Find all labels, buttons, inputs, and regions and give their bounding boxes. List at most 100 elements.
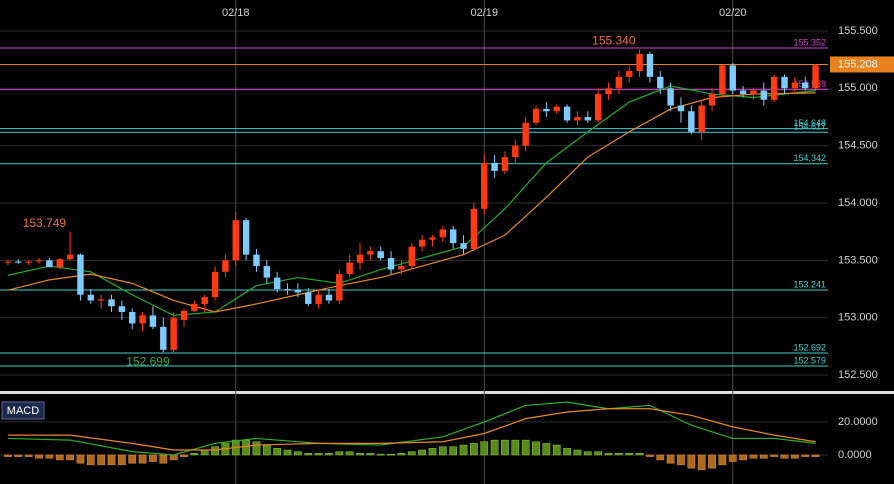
x-tick-label: 02/18 [222,7,250,19]
candle-body [367,251,374,255]
candle-body [222,260,229,272]
histogram-bar [76,454,85,464]
candle-body [139,315,146,324]
histogram-bar [459,444,468,456]
histogram-bar [532,441,540,456]
x-tick-label: 02/20 [719,7,747,19]
histogram-bar [656,454,665,461]
histogram-bar [677,454,685,466]
candle-body [398,266,405,270]
histogram-bar [252,441,261,456]
candle-body [812,65,819,89]
level-label: 154.989 [793,79,826,89]
candle-body [625,71,633,77]
histogram-bar [718,454,727,466]
histogram-bar [428,448,437,456]
annotation: 155.340 [592,33,636,47]
candle-body [191,303,198,311]
candle-body [770,76,778,100]
level-label: 155.352 [793,37,826,47]
histogram-bar [200,449,209,456]
candle-body [460,243,467,249]
candle-body [677,105,685,112]
candle-body [429,237,436,240]
histogram-bar [14,454,23,457]
candle-body [97,299,105,301]
histogram-bar [604,453,613,456]
candle-body [180,310,188,320]
histogram-bar [542,443,551,456]
histogram-bar [614,453,623,456]
candle-body [336,274,343,301]
y-tick-label: 153.000 [838,312,878,324]
candle-body [129,311,136,324]
histogram-bar [24,454,33,457]
histogram-bar [708,454,716,469]
candle-body [760,90,768,100]
candle-body [719,65,726,95]
level-label: 152.692 [793,342,826,352]
histogram-bar [801,454,810,457]
candle-body [66,254,74,260]
y-tick-label: 153.500 [838,254,878,266]
histogram-bar [262,444,271,456]
histogram-bar [138,454,147,464]
histogram-bar [35,454,43,459]
histogram-bar [376,453,385,456]
candle-body [108,299,115,307]
histogram-bar [770,454,779,457]
histogram-bar [521,439,530,456]
histogram-bar [397,453,406,456]
candle-body [532,108,540,123]
candle-body [708,94,716,106]
histogram-bar [169,454,178,461]
candle-body [750,90,757,95]
candle-body [439,229,447,238]
histogram-bar [449,446,458,456]
candle-body [118,306,126,312]
candle-body [543,108,550,112]
candle-body [346,262,353,275]
candle-body [470,208,478,249]
histogram-bar [304,453,313,456]
y-tick-label: 154.500 [838,140,878,152]
candle-body [594,94,602,121]
indicator-line [7,408,816,451]
candle-body [77,254,84,295]
candle-body [553,106,560,112]
candle-body [263,266,271,278]
x-tick-label: 02/19 [470,7,498,19]
candle-body [325,294,333,301]
histogram-bar [739,454,747,461]
histogram-bar [480,441,489,456]
histogram-bar [345,451,354,456]
candle-body [563,106,571,121]
candle-body [501,157,509,171]
level-label: 153.241 [793,279,826,289]
y-tick-label: 152.500 [838,369,878,381]
histogram-bar [294,451,302,456]
histogram-bar [325,453,333,456]
histogram-bar [387,453,395,456]
histogram-bar [190,453,199,456]
histogram-bar [552,444,561,456]
candle-body [667,88,674,106]
histogram-bar [356,453,364,456]
candle-body [170,317,177,350]
level-label: 154.342 [793,153,826,163]
histogram-bar [128,454,137,464]
candle-body [149,315,157,327]
histogram-bar [314,453,323,456]
price-tag-label: 155.208 [838,58,878,70]
histogram-bar [149,454,157,462]
histogram-bar [759,454,768,459]
histogram-bar [97,454,106,466]
histogram-bar [273,448,282,456]
candle-body [377,251,384,259]
histogram-bar [366,453,375,456]
candle-body [698,105,705,132]
candle-body [160,326,167,350]
candle-body [46,260,53,268]
